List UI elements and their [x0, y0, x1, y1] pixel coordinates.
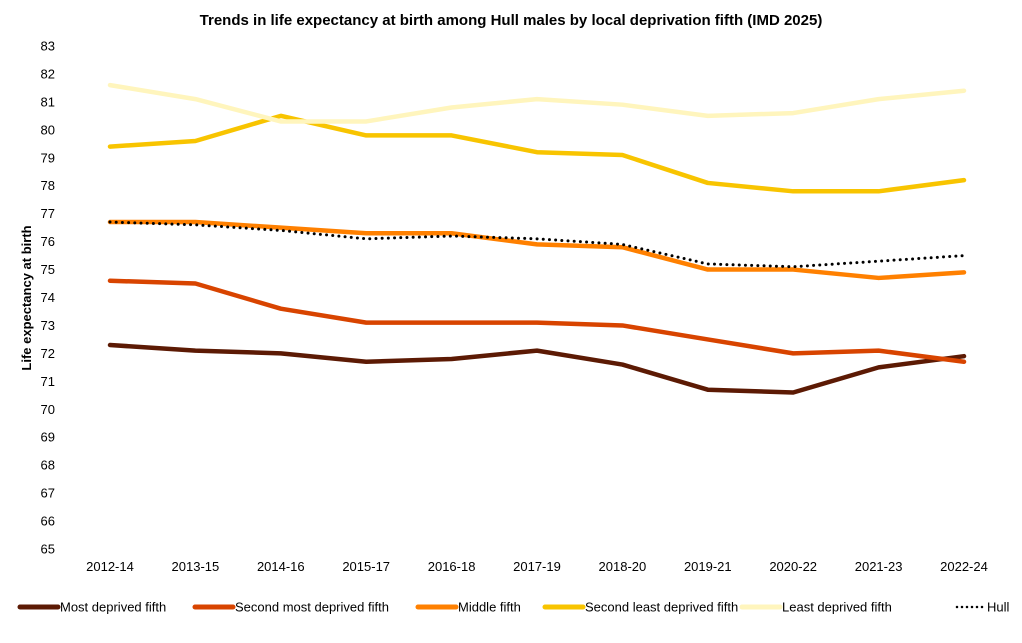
y-tick-label: 65: [41, 542, 55, 557]
legend-label: Hull: [987, 600, 1010, 615]
y-tick-label: 70: [41, 402, 55, 417]
legend-label: Middle fifth: [458, 600, 521, 615]
y-tick-label: 82: [41, 66, 55, 81]
y-tick-label: 73: [41, 318, 55, 333]
y-tick-label: 66: [41, 514, 55, 529]
y-tick-label: 83: [41, 39, 55, 54]
y-tick-label: 75: [41, 262, 55, 277]
series-line-3: [110, 116, 964, 191]
y-tick-label: 69: [41, 430, 55, 445]
x-tick-label: 2016-18: [428, 559, 476, 574]
x-tick-label: 2022-24: [940, 559, 988, 574]
x-tick-label: 2017-19: [513, 559, 561, 574]
x-tick-label: 2021-23: [855, 559, 903, 574]
x-tick-label: 2013-15: [172, 559, 220, 574]
y-tick-label: 79: [41, 150, 55, 165]
y-tick-label: 71: [41, 374, 55, 389]
y-tick-label: 81: [41, 94, 55, 109]
x-tick-label: 2020-22: [769, 559, 817, 574]
x-tick-label: 2018-20: [599, 559, 647, 574]
legend-label: Most deprived fifth: [60, 600, 166, 615]
legend-label: Second most deprived fifth: [235, 600, 389, 615]
x-tick-label: 2012-14: [86, 559, 134, 574]
y-tick-label: 80: [41, 122, 55, 137]
x-tick-label: 2019-21: [684, 559, 732, 574]
series-line-2: [110, 222, 964, 278]
y-tick-label: 78: [41, 178, 55, 193]
y-tick-label: 76: [41, 234, 55, 249]
y-tick-label: 67: [41, 486, 55, 501]
x-tick-label: 2015-17: [342, 559, 390, 574]
y-axis-label: Life expectancy at birth: [19, 225, 34, 370]
legend-label: Least deprived fifth: [782, 600, 892, 615]
legend-label: Second least deprived fifth: [585, 600, 738, 615]
series-line-4: [110, 85, 964, 121]
chart-title: Trends in life expectancy at birth among…: [200, 12, 823, 29]
y-tick-label: 77: [41, 206, 55, 221]
x-tick-label: 2014-16: [257, 559, 305, 574]
y-tick-label: 74: [41, 290, 55, 305]
y-tick-label: 72: [41, 346, 55, 361]
y-tick-label: 68: [41, 458, 55, 473]
